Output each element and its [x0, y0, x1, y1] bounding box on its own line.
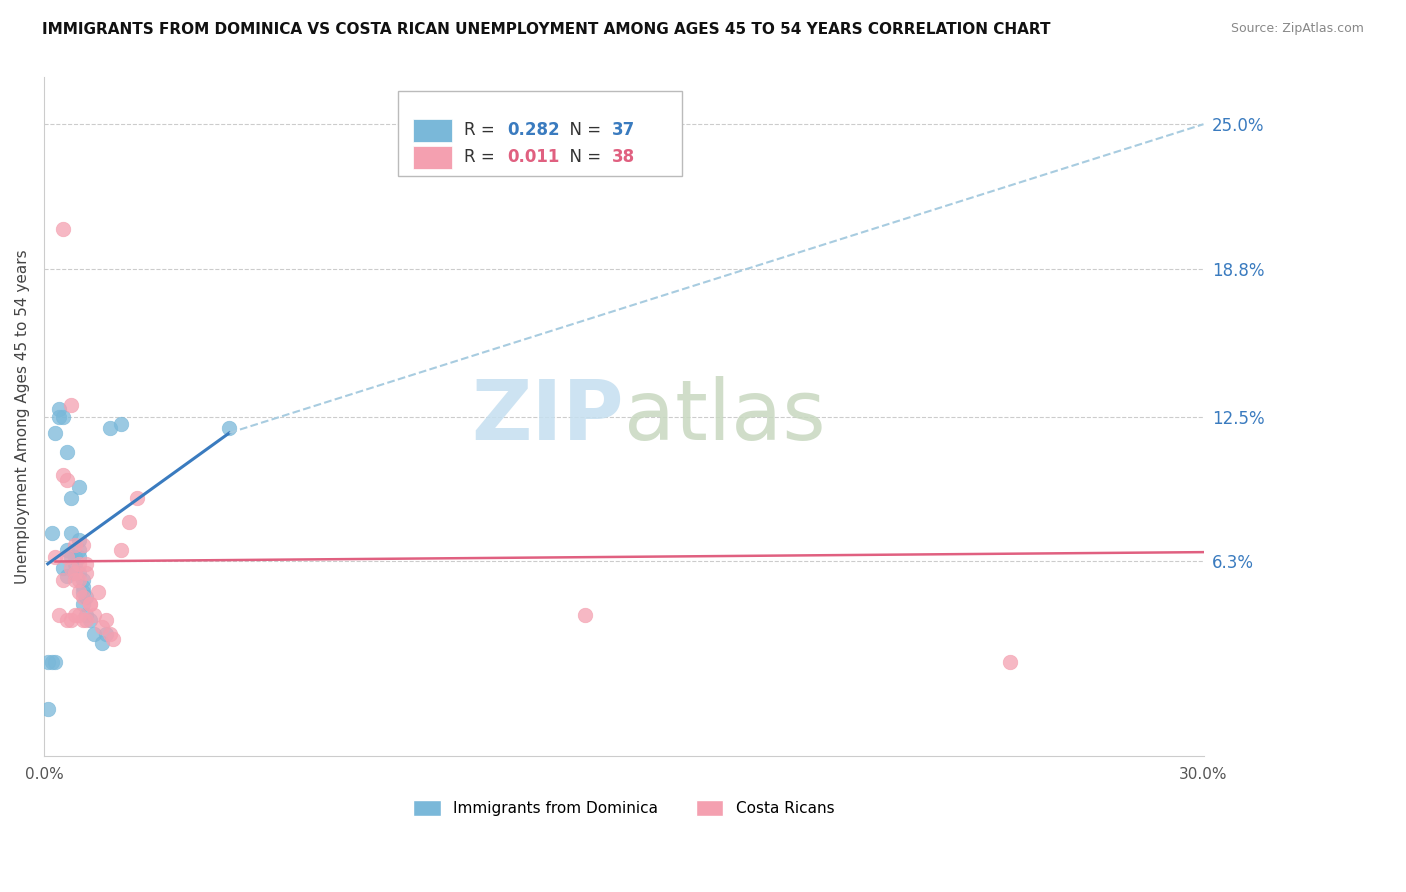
Point: [75, 590, 97, 604]
Point: [56, 568, 79, 582]
Text: 0.282: 0.282: [508, 121, 561, 139]
Point: [59, 613, 82, 627]
Point: [110, 542, 132, 557]
Text: N =: N =: [558, 121, 606, 139]
Point: [56, 542, 79, 557]
Point: [59, 398, 82, 412]
Point: [67, 549, 90, 564]
Y-axis label: Unemployment Among Ages 45 to 54 years: Unemployment Among Ages 45 to 54 years: [15, 249, 30, 584]
Point: [103, 632, 125, 646]
Point: [94, 613, 117, 627]
Point: [94, 627, 117, 641]
Point: [52, 467, 75, 482]
Point: [79, 597, 101, 611]
Text: Source: ZipAtlas.com: Source: ZipAtlas.com: [1230, 22, 1364, 36]
Point: [48, 608, 70, 623]
Point: [59, 526, 82, 541]
Text: R =: R =: [464, 148, 499, 167]
Point: [125, 491, 148, 506]
Point: [79, 613, 101, 627]
Point: [44, 549, 66, 564]
Point: [41, 655, 63, 669]
Point: [72, 613, 94, 627]
Point: [83, 608, 105, 623]
Point: [1000, 655, 1022, 669]
Point: [75, 608, 97, 623]
Point: [44, 655, 66, 669]
Point: [72, 580, 94, 594]
Point: [75, 557, 97, 571]
Point: [67, 533, 90, 548]
Point: [56, 444, 79, 458]
Point: [110, 417, 132, 431]
Point: [41, 526, 63, 541]
Point: [90, 620, 112, 634]
Point: [59, 549, 82, 564]
Text: ZIP: ZIP: [471, 376, 624, 457]
Point: [63, 573, 86, 587]
Point: [63, 538, 86, 552]
Point: [63, 566, 86, 581]
Point: [98, 627, 121, 641]
Point: [79, 597, 101, 611]
Point: [37, 655, 59, 669]
Point: [48, 409, 70, 424]
Point: [67, 542, 90, 557]
FancyBboxPatch shape: [398, 91, 682, 176]
Point: [56, 549, 79, 564]
FancyBboxPatch shape: [412, 119, 453, 142]
Point: [67, 608, 90, 623]
Point: [63, 608, 86, 623]
Text: N =: N =: [558, 148, 606, 167]
Point: [90, 636, 112, 650]
Point: [52, 409, 75, 424]
Point: [63, 549, 86, 564]
Point: [52, 573, 75, 587]
Point: [59, 561, 82, 575]
Point: [72, 585, 94, 599]
Point: [118, 515, 141, 529]
Point: [37, 702, 59, 716]
Point: [67, 585, 90, 599]
Point: [87, 585, 110, 599]
Point: [72, 538, 94, 552]
Point: [72, 597, 94, 611]
Point: [48, 402, 70, 417]
Point: [72, 573, 94, 587]
Point: [218, 421, 240, 435]
Text: IMMIGRANTS FROM DOMINICA VS COSTA RICAN UNEMPLOYMENT AMONG AGES 45 TO 54 YEARS C: IMMIGRANTS FROM DOMINICA VS COSTA RICAN …: [42, 22, 1050, 37]
FancyBboxPatch shape: [412, 146, 453, 169]
Point: [67, 573, 90, 587]
Point: [56, 473, 79, 487]
Point: [63, 566, 86, 581]
Text: 38: 38: [612, 148, 636, 167]
Point: [52, 561, 75, 575]
Point: [63, 557, 86, 571]
Point: [67, 557, 90, 571]
Point: [59, 491, 82, 506]
Point: [574, 608, 596, 623]
Text: R =: R =: [464, 121, 499, 139]
Point: [67, 566, 90, 581]
Point: [56, 613, 79, 627]
Point: [67, 480, 90, 494]
Point: [72, 590, 94, 604]
Point: [75, 613, 97, 627]
Text: atlas: atlas: [624, 376, 825, 457]
Point: [83, 627, 105, 641]
Point: [75, 566, 97, 581]
Text: 0.011: 0.011: [508, 148, 560, 167]
Point: [52, 222, 75, 236]
Text: 37: 37: [612, 121, 636, 139]
Point: [98, 421, 121, 435]
Legend: Immigrants from Dominica, Costa Ricans: Immigrants from Dominica, Costa Ricans: [406, 794, 841, 822]
Point: [44, 425, 66, 440]
